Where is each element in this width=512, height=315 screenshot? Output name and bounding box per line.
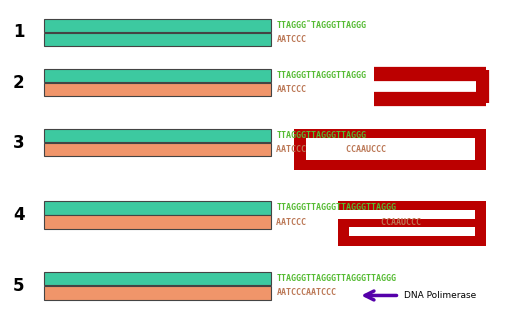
Text: AATCCCAATCCC: AATCCCAATCCC [276, 289, 336, 297]
Text: TTAGGG̃TAGGGTTAGGG: TTAGGG̃TAGGGTTAGGG [276, 21, 367, 30]
Text: AATCCC: AATCCC [276, 35, 307, 44]
Bar [44, 143, 271, 156]
Bar [476, 70, 486, 103]
Bar [44, 33, 271, 46]
Bar [44, 286, 271, 300]
Text: AATCCC: AATCCC [276, 85, 307, 94]
Text: AATCCC        CCAAUCCC: AATCCC CCAAUCCC [276, 145, 387, 154]
Text: 5: 5 [13, 277, 24, 295]
Bar [338, 236, 486, 246]
Bar [374, 70, 486, 78]
Bar [338, 219, 486, 227]
Bar [294, 129, 486, 138]
Bar [338, 227, 349, 246]
Text: AATCCC               CCAAUCCC: AATCCC CCAAUCCC [276, 218, 421, 226]
Bar [44, 83, 271, 96]
Text: 1: 1 [13, 23, 24, 41]
Bar [44, 129, 271, 142]
Text: 2: 2 [13, 74, 25, 92]
Bar [44, 272, 271, 285]
Bar [294, 160, 486, 170]
Bar [294, 138, 306, 170]
Bar [44, 19, 271, 32]
Bar [475, 129, 486, 170]
Text: DNA Polimerase: DNA Polimerase [404, 291, 477, 300]
Text: 4: 4 [13, 206, 25, 224]
Text: TTAGGGTTAGGGTTAGGGTTAGGG: TTAGGGTTAGGGTTAGGGTTAGGG [276, 274, 396, 283]
Bar [374, 95, 486, 103]
Bar [44, 201, 271, 215]
Text: TTAGGGTTAGGGTTAGGG: TTAGGGTTAGGGTTAGGG [276, 131, 367, 140]
Bar [44, 69, 271, 82]
Bar [44, 215, 271, 229]
Text: 3: 3 [13, 134, 25, 152]
Bar [475, 201, 486, 246]
Text: TTAGGGTTAGGGTTAGGG: TTAGGGTTAGGGTTAGGG [276, 71, 367, 80]
Bar [338, 201, 486, 210]
Text: TTAGGGTTAGGGTTAGGGTTAGGG: TTAGGGTTAGGGTTAGGGTTAGGG [276, 203, 396, 212]
